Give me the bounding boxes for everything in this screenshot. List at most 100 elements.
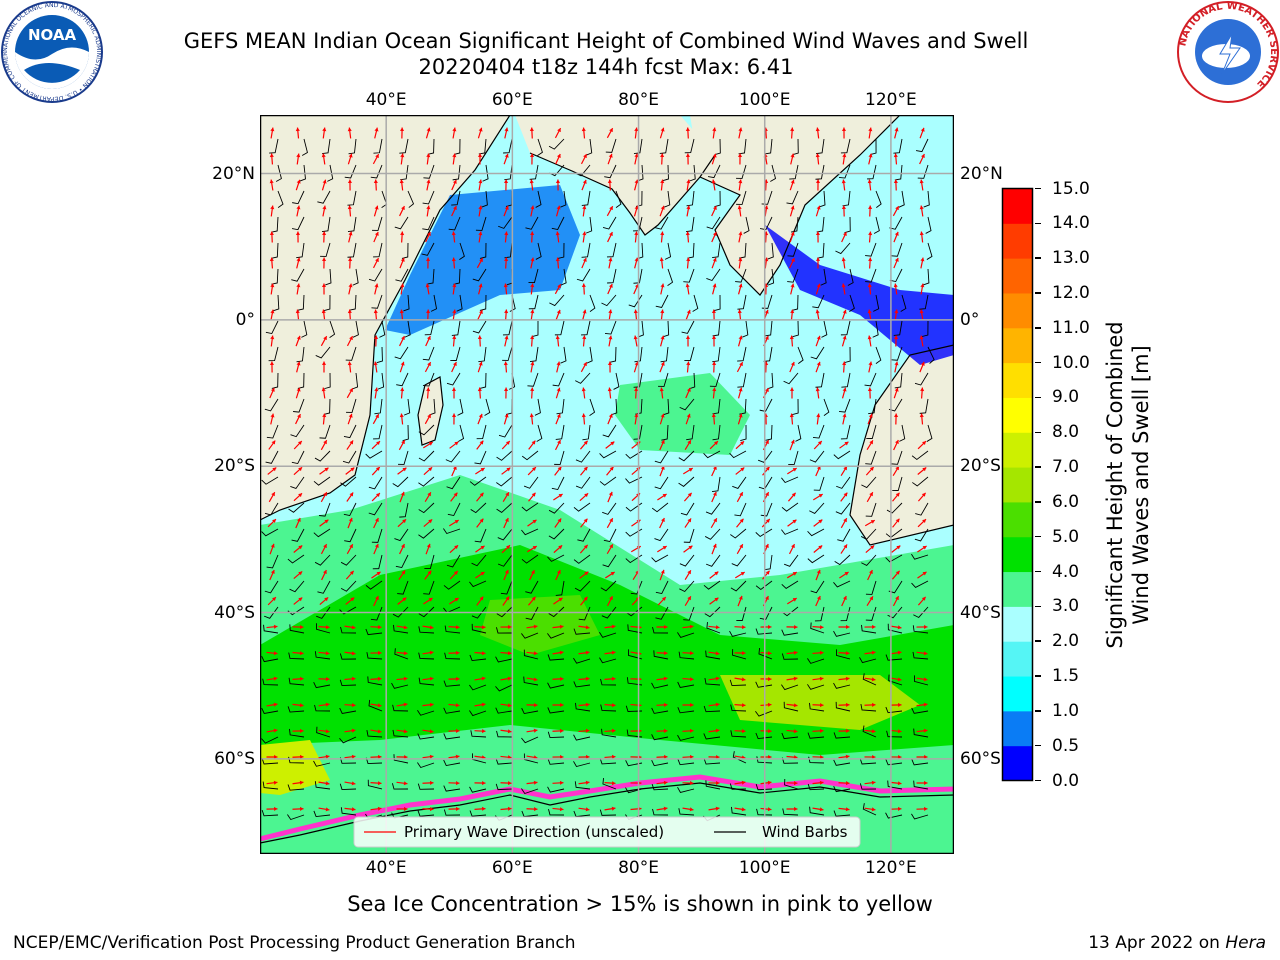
wind-barb	[705, 502, 721, 515]
wave-arrow-head	[273, 624, 278, 629]
wave-arrow-head	[923, 728, 928, 733]
wind-barb	[911, 580, 929, 589]
wind-barb	[548, 502, 565, 514]
wind-barb	[314, 450, 331, 462]
wind-barb	[736, 164, 747, 179]
wave-arrow-head	[373, 179, 378, 184]
wave-arrow-head	[455, 703, 460, 708]
wave-arrow-head	[895, 596, 899, 601]
wave-arrow-head	[454, 441, 459, 446]
wind-barb	[521, 554, 539, 564]
wave-arrow-head	[845, 651, 850, 656]
wave-arrow-head	[508, 624, 512, 630]
wave-arrow-head	[867, 179, 872, 184]
wave-arrow-head	[556, 309, 561, 314]
wave-arrow-head	[792, 519, 797, 524]
wave-arrow-head	[272, 467, 277, 472]
wind-barb	[265, 320, 279, 335]
wave-arrow-head	[713, 206, 717, 211]
wave-arrow-head	[897, 729, 902, 734]
band-5-6m-b	[720, 675, 920, 730]
wind-barb	[834, 554, 851, 566]
wind-barb	[443, 759, 461, 767]
wave-arrow-head	[270, 569, 275, 574]
wind-barb	[770, 164, 777, 182]
wave-arrow-head	[297, 441, 302, 445]
wind-barb	[677, 632, 695, 638]
wind-barb	[339, 606, 357, 615]
wave-arrow-head	[794, 806, 798, 812]
wind-barb	[427, 268, 435, 285]
wind-barb	[819, 190, 826, 208]
colorbar-tick-mark	[1035, 570, 1041, 573]
wind-barb	[523, 676, 539, 686]
wind-barb	[314, 651, 331, 660]
wave-arrow-head	[556, 153, 561, 158]
wave-arrow-head	[273, 651, 278, 656]
wave-arrow-head	[530, 205, 535, 210]
lon-label-bottom: 120°E	[865, 858, 917, 878]
wind-barb	[349, 294, 357, 311]
wind-barb	[813, 476, 825, 491]
wind-barb	[293, 398, 305, 413]
wave-arrow-head	[871, 729, 876, 734]
wind-barb	[262, 781, 279, 790]
wave-arrow-head	[529, 127, 534, 132]
wave-arrow-head	[793, 781, 798, 786]
wind-barb	[809, 502, 825, 515]
wave-arrow-head	[582, 309, 587, 314]
wind-barb	[792, 398, 799, 416]
wind-barb	[374, 398, 383, 415]
colorbar-segment	[1002, 501, 1033, 538]
wave-arrow-head	[269, 257, 274, 262]
wave-arrow-head	[845, 781, 850, 786]
wind-barb	[471, 623, 487, 634]
wave-arrow-head	[452, 179, 457, 184]
wind-barb	[345, 346, 357, 361]
wave-arrow-head	[793, 650, 798, 655]
wave-arrow-head	[690, 781, 694, 786]
wave-arrow-head	[920, 387, 925, 392]
wave-arrow-head	[791, 258, 795, 263]
wind-barb	[547, 654, 565, 661]
wave-arrow-head	[660, 361, 665, 366]
wave-arrow-head	[269, 179, 274, 184]
wave-arrow-head	[660, 439, 665, 444]
wind-barb	[496, 476, 513, 487]
wave-arrow-head	[581, 413, 586, 418]
wave-arrow-head	[845, 807, 850, 812]
wind-barb	[339, 707, 357, 714]
wind-barb	[418, 450, 435, 462]
wave-arrow-head	[924, 780, 928, 786]
wave-arrow-head	[789, 413, 794, 418]
wind-barb	[886, 502, 903, 514]
wind-barb	[391, 783, 409, 790]
wave-arrow-head	[921, 492, 926, 497]
wind-barb	[704, 677, 721, 686]
wave-arrow-head	[322, 205, 327, 210]
wave-arrow-head	[427, 362, 431, 367]
wave-arrow-head	[351, 728, 356, 733]
wind-barb	[712, 242, 721, 259]
wind-barb	[807, 554, 825, 564]
wind-barb	[706, 268, 721, 282]
wind-barb	[342, 450, 357, 464]
wind-barb	[339, 783, 357, 790]
wind-barb	[264, 580, 279, 594]
wind-barb	[729, 783, 747, 790]
colorbar-segment	[1002, 571, 1033, 607]
wind-barb	[470, 730, 487, 738]
wave-arrow-head	[482, 780, 486, 786]
wind-barb	[633, 268, 643, 284]
wave-arrow-head	[712, 153, 717, 158]
wave-arrow-head	[688, 545, 693, 550]
wave-arrow-head	[815, 257, 821, 261]
wind-barb	[291, 268, 305, 282]
wave-arrow-head	[453, 492, 458, 497]
wind-barb	[807, 732, 825, 739]
wind-barb	[870, 138, 877, 156]
wind-barb	[316, 623, 331, 634]
noaa-wordmark: NOAA	[28, 26, 77, 44]
wind-barb	[404, 320, 411, 338]
wind-barb	[791, 294, 799, 311]
